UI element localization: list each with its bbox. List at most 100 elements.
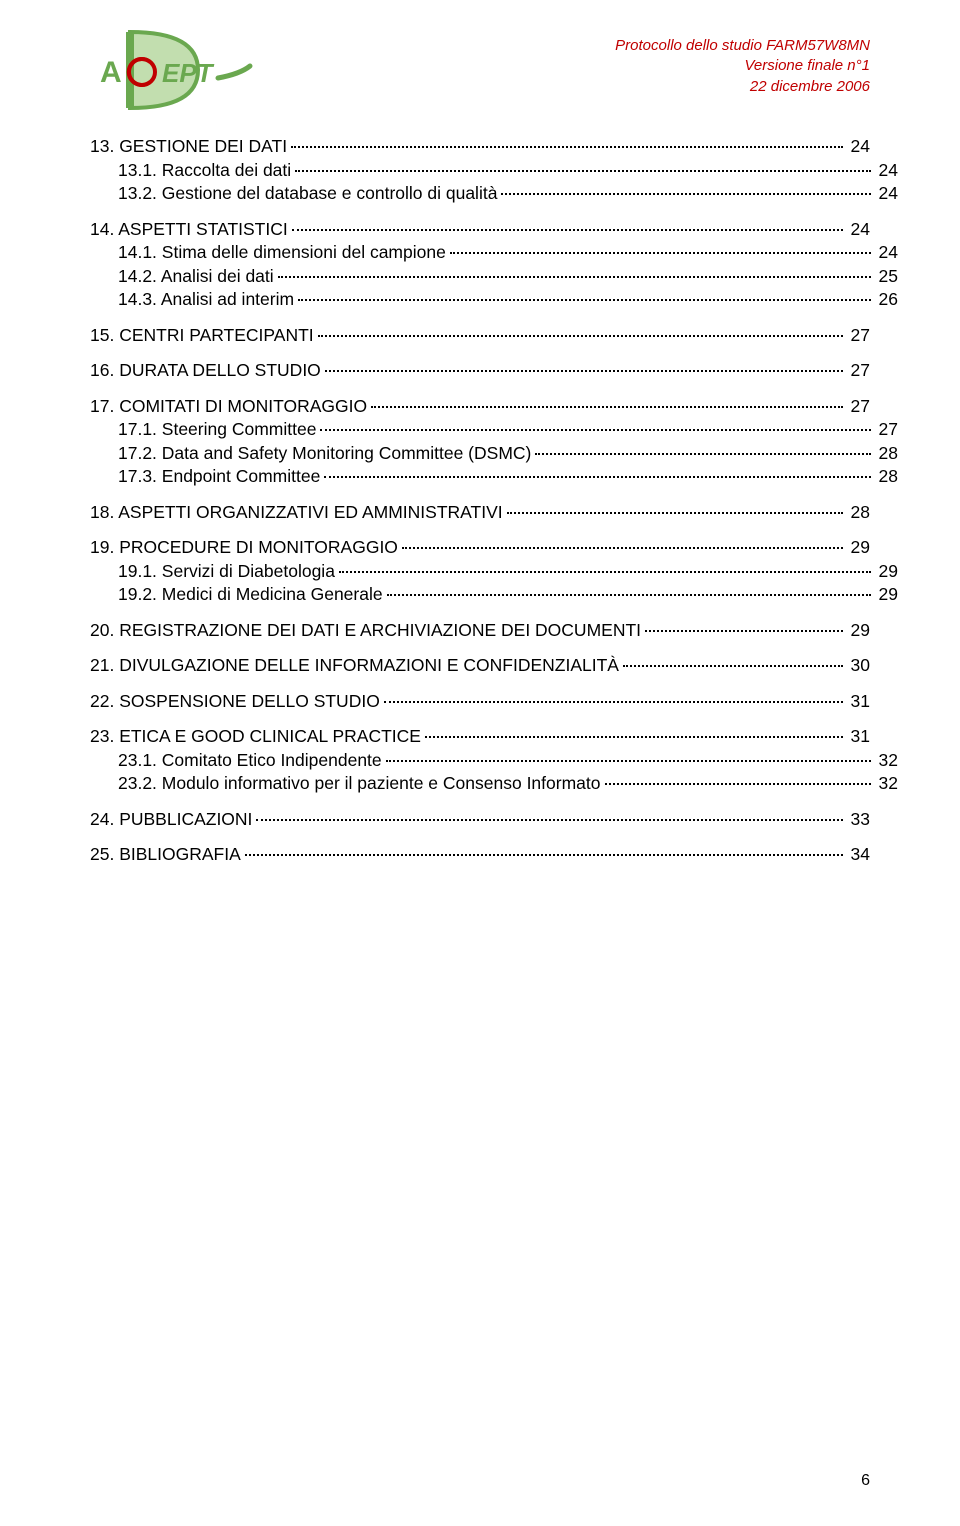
- toc-page: 29: [875, 563, 898, 581]
- page-root: A EPT Protocollo dello studio FARM57W8MN…: [0, 0, 960, 1526]
- toc-label: 23.1. Comitato Etico Indipendente: [118, 752, 382, 770]
- toc-page: 31: [847, 693, 870, 711]
- toc-label: 13.2. Gestione del database e controllo …: [118, 185, 497, 203]
- toc-row: 20. REGISTRAZIONE DEI DATI E ARCHIVIAZIO…: [90, 622, 870, 640]
- header-line-2: Versione finale n°1: [615, 56, 870, 76]
- toc-leader: [605, 783, 871, 785]
- toc-leader: [245, 854, 843, 856]
- toc-page: 29: [847, 622, 870, 640]
- toc-label: 14.2. Analisi dei dati: [118, 268, 274, 286]
- toc-row: 13.2. Gestione del database e controllo …: [90, 185, 898, 203]
- toc-leader: [371, 406, 842, 408]
- toc-leader: [425, 736, 843, 738]
- toc-leader: [291, 146, 842, 148]
- toc-row: 21. DIVULGAZIONE DELLE INFORMAZIONI E CO…: [90, 657, 870, 675]
- toc-page: 24: [847, 221, 870, 239]
- toc-page: 25: [875, 268, 898, 286]
- toc-label: 17.3. Endpoint Committee: [118, 468, 320, 486]
- toc-page: 29: [875, 586, 898, 604]
- toc-leader: [298, 299, 870, 301]
- toc-leader: [386, 760, 871, 762]
- toc-label: 19. PROCEDURE DI MONITORAGGIO: [90, 539, 398, 557]
- toc-row: 15. CENTRI PARTECIPANTI27: [90, 327, 870, 345]
- toc-row: 23. ETICA E GOOD CLINICAL PRACTICE31: [90, 728, 870, 746]
- toc-leader: [623, 665, 843, 667]
- toc-label: 18. ASPETTI ORGANIZZATIVI ED AMMINISTRAT…: [90, 504, 503, 522]
- toc-page: 33: [847, 811, 870, 829]
- page-number: 6: [861, 1472, 870, 1490]
- toc-leader: [295, 170, 870, 172]
- svg-text:A: A: [100, 56, 122, 89]
- toc-label: 20. REGISTRAZIONE DEI DATI E ARCHIVIAZIO…: [90, 622, 641, 640]
- toc-row: 13.1. Raccolta dei dati24: [90, 162, 898, 180]
- toc-label: 17.2. Data and Safety Monitoring Committ…: [118, 445, 531, 463]
- toc-page: 26: [875, 291, 898, 309]
- toc-label: 24. PUBBLICAZIONI: [90, 811, 252, 829]
- toc-row: 19.2. Medici di Medicina Generale 29: [90, 586, 898, 604]
- accept-logo: A EPT: [90, 30, 260, 110]
- toc-label: 22. SOSPENSIONE DELLO STUDIO: [90, 693, 380, 711]
- toc-label: 14.1. Stima delle dimensioni del campion…: [118, 244, 446, 262]
- toc-label: 23. ETICA E GOOD CLINICAL PRACTICE: [90, 728, 421, 746]
- toc-page: 30: [847, 657, 870, 675]
- header-text-block: Protocollo dello studio FARM57W8MN Versi…: [615, 30, 870, 97]
- toc-row: 14.2. Analisi dei dati 25: [90, 268, 898, 286]
- toc-label: 17. COMITATI DI MONITORAGGIO: [90, 398, 367, 416]
- toc-row: 17.2. Data and Safety Monitoring Committ…: [90, 445, 898, 463]
- toc-page: 32: [875, 775, 898, 793]
- toc-page: 24: [875, 244, 898, 262]
- toc-leader: [402, 547, 843, 549]
- toc-page: 28: [875, 445, 898, 463]
- toc-leader: [292, 229, 843, 231]
- toc-leader: [325, 370, 843, 372]
- page-header: A EPT Protocollo dello studio FARM57W8MN…: [90, 30, 870, 110]
- toc-leader: [324, 476, 870, 478]
- toc-leader: [450, 252, 871, 254]
- toc-row: 14. ASPETTI STATISTICI 24: [90, 221, 870, 239]
- toc-label: 16. DURATA DELLO STUDIO: [90, 362, 321, 380]
- header-line-1: Protocollo dello studio FARM57W8MN: [615, 36, 870, 56]
- toc-label: 19.2. Medici di Medicina Generale: [118, 586, 383, 604]
- toc-page: 24: [875, 185, 898, 203]
- toc-row: 14.3. Analisi ad interim 26: [90, 291, 898, 309]
- toc-page: 27: [847, 362, 870, 380]
- svg-text:EPT: EPT: [162, 58, 215, 88]
- toc-leader: [645, 630, 843, 632]
- header-line-3: 22 dicembre 2006: [615, 77, 870, 97]
- toc-leader: [535, 453, 870, 455]
- toc-row: 23.2. Modulo informativo per il paziente…: [90, 775, 898, 793]
- toc-leader: [256, 819, 842, 821]
- toc-row: 22. SOSPENSIONE DELLO STUDIO 31: [90, 693, 870, 711]
- toc-page: 27: [847, 327, 870, 345]
- toc-row: 17.1. Steering Committee 27: [90, 421, 898, 439]
- toc-row: 17. COMITATI DI MONITORAGGIO 27: [90, 398, 870, 416]
- toc-leader: [320, 429, 870, 431]
- toc-leader: [339, 571, 871, 573]
- toc-page: 27: [875, 421, 898, 439]
- toc-page: 32: [875, 752, 898, 770]
- toc-row: 17.3. Endpoint Committee 28: [90, 468, 898, 486]
- toc-leader: [384, 701, 843, 703]
- toc-label: 19.1. Servizi di Diabetologia: [118, 563, 335, 581]
- toc-leader: [387, 594, 871, 596]
- toc-label: 17.1. Steering Committee: [118, 421, 316, 439]
- toc-page: 29: [847, 539, 870, 557]
- toc-page: 24: [847, 138, 870, 156]
- toc-page: 27: [847, 398, 870, 416]
- toc-label: 23.2. Modulo informativo per il paziente…: [118, 775, 601, 793]
- toc-leader: [318, 335, 843, 337]
- toc-row: 19. PROCEDURE DI MONITORAGGIO 29: [90, 539, 870, 557]
- toc-label: 14. ASPETTI STATISTICI: [90, 221, 288, 239]
- toc-label: 14.3. Analisi ad interim: [118, 291, 294, 309]
- toc-leader: [501, 193, 870, 195]
- toc-label: 21. DIVULGAZIONE DELLE INFORMAZIONI E CO…: [90, 657, 619, 675]
- toc-row: 25. BIBLIOGRAFIA34: [90, 846, 870, 864]
- toc-page: 28: [847, 504, 870, 522]
- toc-row: 19.1. Servizi di Diabetologia 29: [90, 563, 898, 581]
- toc-row: 24. PUBBLICAZIONI 33: [90, 811, 870, 829]
- toc-row: 14.1. Stima delle dimensioni del campion…: [90, 244, 898, 262]
- toc-leader: [278, 276, 871, 278]
- toc-page: 34: [847, 846, 870, 864]
- toc-page: 28: [875, 468, 898, 486]
- toc-row: 16. DURATA DELLO STUDIO 27: [90, 362, 870, 380]
